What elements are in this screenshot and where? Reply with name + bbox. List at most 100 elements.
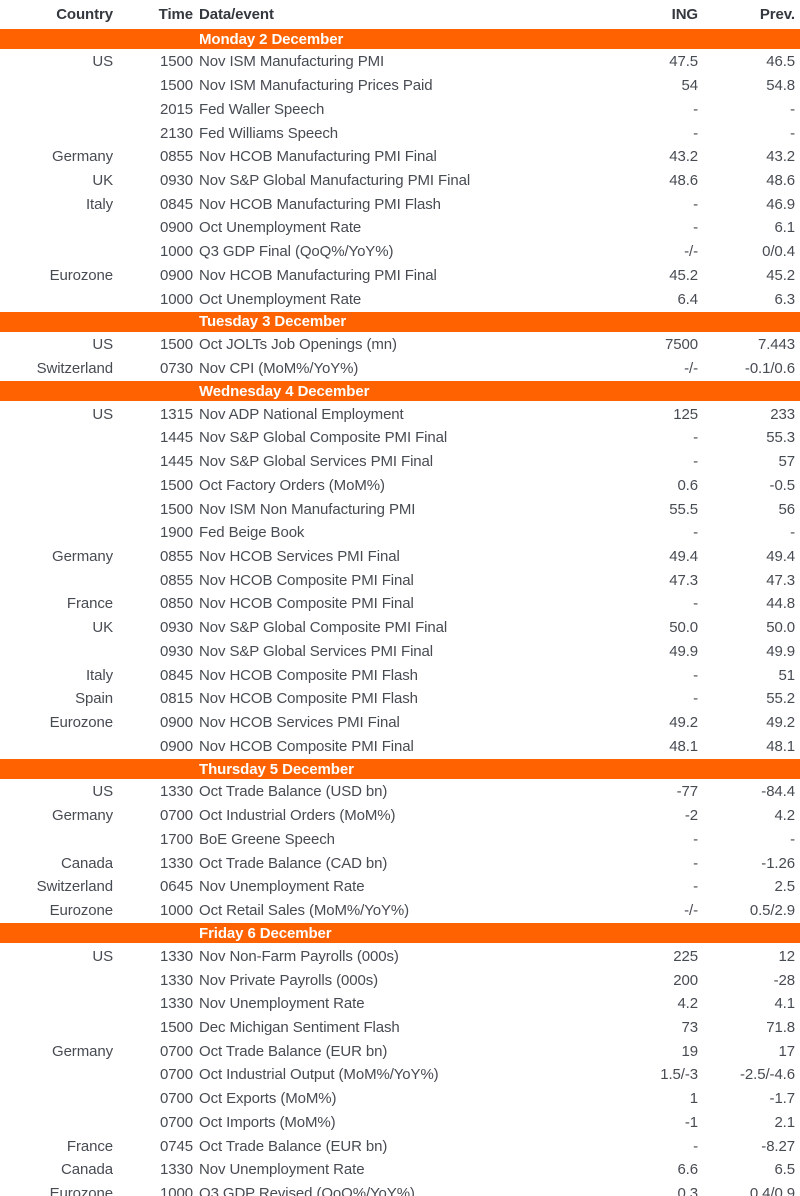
- time-cell: 0855: [160, 148, 193, 166]
- prev-cell: 47.3: [766, 571, 795, 589]
- event-cell: Nov ADP National Employment: [199, 405, 404, 423]
- ing-cell: 0.3: [677, 1184, 698, 1196]
- country-cell: Canada: [61, 1161, 113, 1179]
- event-cell: Nov HCOB Composite PMI Flash: [199, 690, 418, 708]
- table-row: 1700 BoE Greene Speech - -: [0, 828, 800, 852]
- prev-cell: -2.5/-4.6: [740, 1066, 795, 1084]
- country-cell: US: [92, 53, 113, 71]
- prev-cell: 43.2: [766, 148, 795, 166]
- event-cell: Oct Unemployment Rate: [199, 290, 362, 308]
- table-row: Canada 1330 Oct Trade Balance (CAD bn) - -1.…: [0, 851, 800, 875]
- prev-cell: 4.2: [774, 807, 795, 825]
- ing-cell: -: [693, 878, 698, 896]
- prev-cell: 2.5: [774, 878, 795, 896]
- event-cell: Nov Unemployment Rate: [199, 995, 365, 1013]
- event-cell: Nov Non-Farm Payrolls (000s): [199, 947, 399, 965]
- table-row: 0855 Nov HCOB Composite PMI Final 47.3 47.3: [0, 568, 800, 592]
- prev-cell: 49.2: [766, 714, 795, 732]
- event-cell: Nov HCOB Services PMI Final: [199, 714, 400, 732]
- table-row: 1500 Oct Factory Orders (MoM%) 0.6 -0.5: [0, 474, 800, 498]
- event-cell: Nov HCOB Manufacturing PMI Final: [199, 148, 437, 166]
- prev-cell: 233: [770, 405, 795, 423]
- header-time: Time: [158, 5, 193, 23]
- ing-cell: -: [693, 453, 698, 471]
- ing-cell: -: [693, 666, 698, 684]
- ing-cell: 55.5: [669, 500, 698, 518]
- time-cell: 0930: [160, 642, 193, 660]
- table-row: Germany 0700 Oct Trade Balance (EUR bn) 19 1…: [0, 1039, 800, 1063]
- prev-cell: -: [790, 830, 795, 848]
- section-bar: Tuesday 3 December: [0, 311, 800, 332]
- prev-cell: -: [790, 100, 795, 118]
- ing-cell: 125: [673, 405, 698, 423]
- ing-cell: -/-: [684, 359, 698, 377]
- section-label: Friday 6 December: [199, 924, 332, 942]
- time-cell: 1330: [160, 947, 193, 965]
- time-cell: 0855: [160, 571, 193, 589]
- table-row: 1500 Nov ISM Non Manufacturing PMI 55.5 56: [0, 497, 800, 521]
- prev-cell: -28: [773, 971, 795, 989]
- header-event: Data/event: [199, 5, 274, 23]
- event-cell: Oct Industrial Orders (MoM%): [199, 807, 396, 825]
- prev-cell: 12: [778, 947, 796, 965]
- event-cell: Nov ISM Manufacturing Prices Paid: [199, 77, 433, 95]
- ing-cell: 48.6: [669, 171, 698, 189]
- time-cell: 0855: [160, 548, 193, 566]
- table-row: US 1330 Oct Trade Balance (USD bn) -77 -84.4: [0, 780, 800, 804]
- prev-cell: -1.7: [769, 1090, 795, 1108]
- event-cell: Nov HCOB Manufacturing PMI Flash: [199, 195, 441, 213]
- header-ing: ING: [671, 5, 698, 23]
- table-row: 0700 Oct Imports (MoM%) -1 2.1: [0, 1110, 800, 1134]
- table-row: 0900 Oct Unemployment Rate - 6.1: [0, 216, 800, 240]
- event-cell: Nov ISM Manufacturing PMI: [199, 53, 385, 71]
- time-cell: 1500: [160, 476, 193, 494]
- prev-cell: 6.5: [774, 1161, 795, 1179]
- table-row: US 1315 Nov ADP National Employment 125 233: [0, 402, 800, 426]
- event-cell: Nov Unemployment Rate: [199, 878, 365, 896]
- prev-cell: 46.5: [766, 53, 795, 71]
- ing-cell: -2: [684, 807, 698, 825]
- event-cell: Nov S&P Global Composite PMI Final: [199, 619, 448, 637]
- table-row: 0700 Oct Industrial Output (MoM%/YoY%) 1.5…: [0, 1063, 800, 1087]
- ing-cell: 47.3: [669, 571, 698, 589]
- country-cell: Spain: [75, 690, 113, 708]
- time-cell: 1330: [160, 783, 193, 801]
- table-row: Eurozone 1000 Oct Retail Sales (MoM%/YoY%)…: [0, 899, 800, 923]
- time-cell: 1000: [160, 902, 193, 920]
- table-row: 1500 Nov ISM Manufacturing Prices Paid 54 5…: [0, 74, 800, 98]
- ing-cell: -: [693, 595, 698, 613]
- time-cell: 0700: [160, 1113, 193, 1131]
- time-cell: 1500: [160, 53, 193, 71]
- table-row: 1445 Nov S&P Global Composite PMI Final - 5…: [0, 426, 800, 450]
- prev-cell: 0.4/0.9: [749, 1184, 795, 1196]
- prev-cell: 44.8: [766, 595, 795, 613]
- event-cell: Nov HCOB Manufacturing PMI Final: [199, 266, 437, 284]
- table-row: 1445 Nov S&P Global Services PMI Final - 57: [0, 450, 800, 474]
- event-cell: Nov ISM Non Manufacturing PMI: [199, 500, 416, 518]
- time-cell: 2130: [160, 124, 193, 142]
- prev-cell: 6.1: [774, 219, 795, 237]
- prev-cell: 48.1: [766, 737, 795, 755]
- event-cell: Nov S&P Global Services PMI Final: [199, 642, 434, 660]
- time-cell: 1500: [160, 1018, 193, 1036]
- event-cell: Nov S&P Global Composite PMI Final: [199, 429, 448, 447]
- event-cell: Q3 GDP Final (QoQ%/YoY%): [199, 243, 394, 261]
- event-cell: BoE Greene Speech: [199, 830, 335, 848]
- table-row: 0700 Oct Exports (MoM%) 1 -1.7: [0, 1087, 800, 1111]
- time-cell: 0700: [160, 1090, 193, 1108]
- table-row: Spain 0815 Nov HCOB Composite PMI Flash - 55…: [0, 687, 800, 711]
- prev-cell: 55.2: [766, 690, 795, 708]
- prev-cell: 50.0: [766, 619, 795, 637]
- country-cell: Germany: [52, 148, 113, 166]
- ing-cell: -/-: [684, 243, 698, 261]
- table-row: Italy 0845 Nov HCOB Manufacturing PMI Flas…: [0, 192, 800, 216]
- time-cell: 1500: [160, 77, 193, 95]
- table-row: US 1500 Nov ISM Manufacturing PMI 47.5 46.5: [0, 50, 800, 74]
- table-row: UK 0930 Nov S&P Global Composite PMI Final…: [0, 616, 800, 640]
- time-cell: 0900: [160, 266, 193, 284]
- ing-cell: 49.9: [669, 642, 698, 660]
- prev-cell: -84.4: [761, 783, 795, 801]
- event-cell: Oct Factory Orders (MoM%): [199, 476, 385, 494]
- ing-cell: 1.5/-3: [660, 1066, 698, 1084]
